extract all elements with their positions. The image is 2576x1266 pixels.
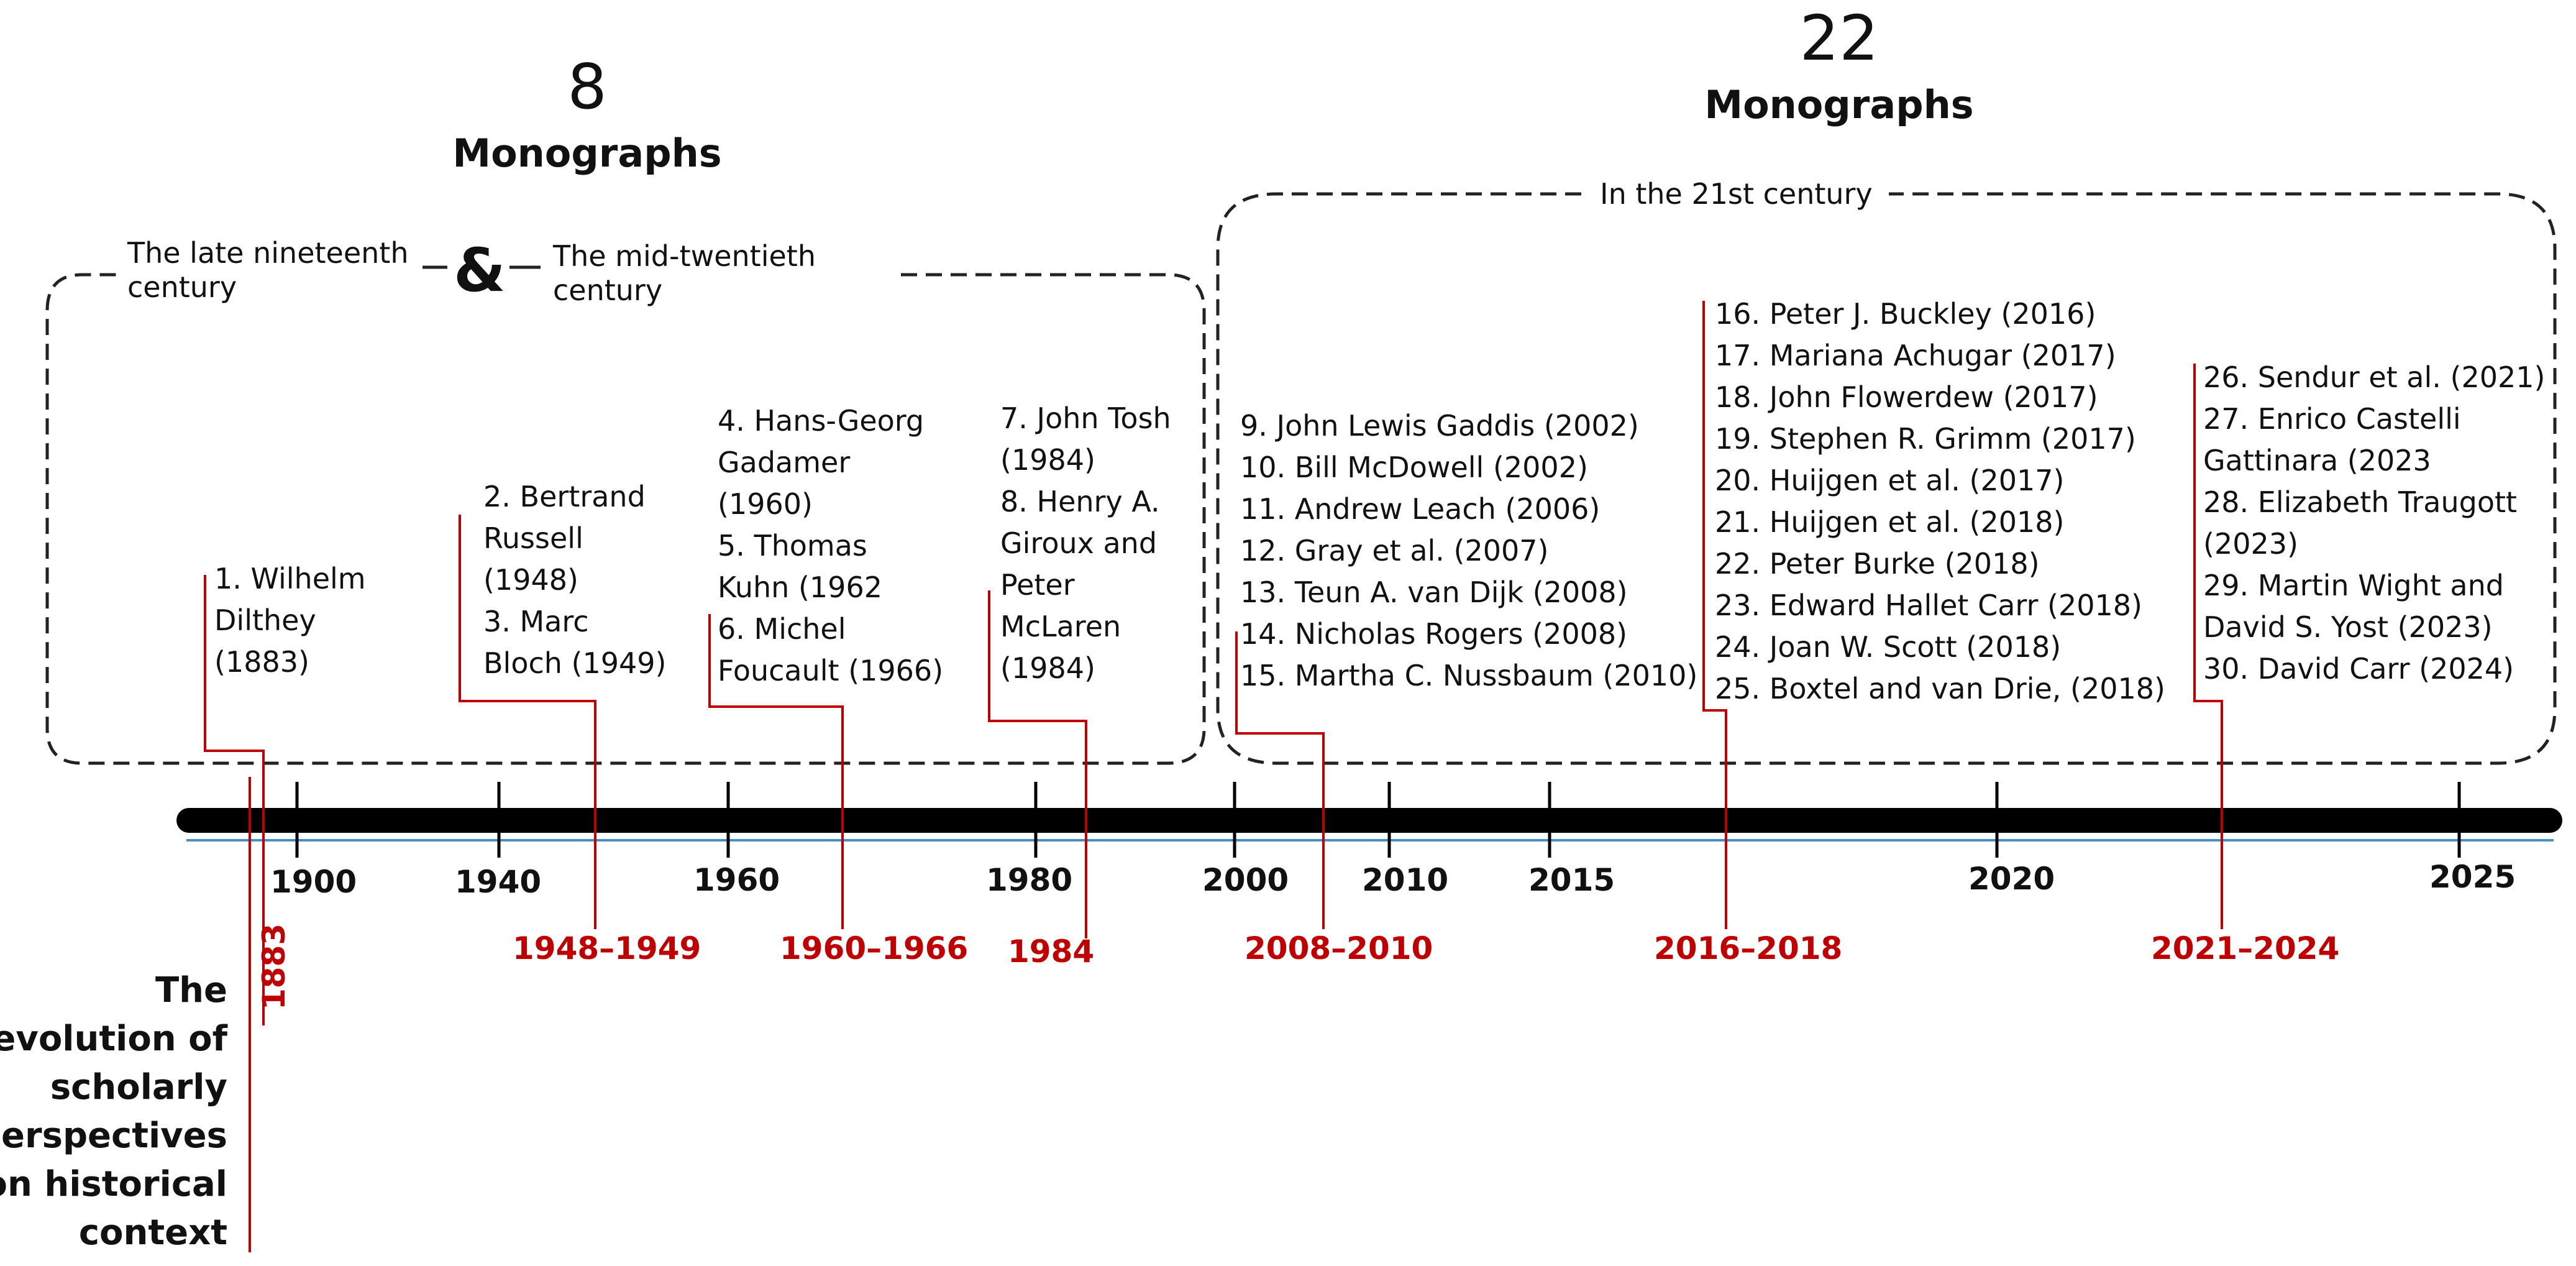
range-label-2016-2018: 2016–2018 xyxy=(1654,930,1843,966)
leader-2021-2024 xyxy=(2193,364,2223,929)
monograph-entry: 19. Stephen R. Grimm (2017) xyxy=(1715,422,2136,456)
axis-label-2020: 2020 xyxy=(1968,861,2055,897)
leader-2008-2010 xyxy=(1235,631,1325,929)
monograph-entry: Foucault (1966) xyxy=(718,654,944,687)
monograph-entry: 13. Teun A. van Dijk (2008) xyxy=(1240,576,1628,609)
period-mid-20th: The mid-twentieth century xyxy=(553,239,816,308)
monograph-entry: 11. Andrew Leach (2006) xyxy=(1240,492,1601,526)
monograph-entry: Bloch (1949) xyxy=(483,646,667,680)
leader-2016-2018 xyxy=(1702,301,1727,929)
monograph-entry: 3. Marc xyxy=(483,605,589,638)
monograph-entry: (1984) xyxy=(1000,651,1095,685)
entries-1948-1949: 2. Bertrand Russell (1948) 3. Marc Bloch (19… xyxy=(483,476,667,684)
leader-1984 xyxy=(988,590,1087,938)
left-monograph-label: Monographs xyxy=(452,131,722,176)
axis-label-2015: 2015 xyxy=(1528,862,1615,898)
range-label-1948-1949: 1948–1949 xyxy=(513,930,701,966)
entries-2021-2024: 26. Sendur et al. (2021) 27. Enrico Caste… xyxy=(2203,357,2545,690)
axis-label-2010: 2010 xyxy=(1362,862,1449,898)
period-late-19th: The late nineteenth century xyxy=(127,236,409,305)
monograph-entry: (2023) xyxy=(2203,527,2298,561)
monograph-entry: 23. Edward Hallet Carr (2018) xyxy=(1715,589,2142,622)
monograph-entry: 26. Sendur et al. (2021) xyxy=(2203,360,2546,394)
monograph-entry: David S. Yost (2023) xyxy=(2203,610,2493,644)
entries-1883: 1. Wilhelm Dilthey (1883) xyxy=(214,558,366,683)
monograph-entry: 4. Hans-Georg xyxy=(718,404,925,438)
monograph-entry: 10. Bill McDowell (2002) xyxy=(1240,451,1588,484)
leader-1948-1949 xyxy=(459,515,596,929)
axis-label-1980: 1980 xyxy=(986,862,1073,898)
axis-label-1900: 1900 xyxy=(270,864,357,900)
monograph-entry: 9. John Lewis Gaddis (2002) xyxy=(1240,409,1639,443)
monograph-entry: 18. John Flowerdew (2017) xyxy=(1715,380,2098,414)
monograph-entry: 28. Elizabeth Traugott xyxy=(2203,485,2518,519)
monograph-entry: 20. Huijgen et al. (2017) xyxy=(1715,464,2065,497)
entries-2008-2010: 9. John Lewis Gaddis (2002) 10. Bill McDo… xyxy=(1240,405,1697,697)
monograph-entry: 1. Wilhelm xyxy=(214,562,366,595)
axis-label-2025: 2025 xyxy=(2429,859,2516,895)
axis-label-2000: 2000 xyxy=(1202,862,1289,898)
monograph-entry: (1984) xyxy=(1000,443,1095,477)
monograph-entry: 25. Boxtel and van Drie, (2018) xyxy=(1715,672,2165,705)
period-21st-century: In the 21st century xyxy=(1600,177,1873,211)
monograph-entry: 27. Enrico Castelli xyxy=(2203,402,2461,436)
monograph-entry: Peter xyxy=(1000,568,1075,602)
entries-1960-1966: 4. Hans-Georg Gadamer (1960) 5. Thomas Kuhn … xyxy=(718,400,943,692)
range-label-2021-2024: 2021–2024 xyxy=(2151,930,2340,966)
monograph-entry: Dilthey xyxy=(214,603,316,637)
entries-2016-2018: 16. Peter J. Buckley (2016) 17. Mariana A… xyxy=(1715,293,2165,710)
leader-1883 xyxy=(204,575,265,1025)
axis-label-1940: 1940 xyxy=(455,864,542,900)
axis-label-1960: 1960 xyxy=(693,862,780,898)
monograph-entry: Giroux and xyxy=(1000,526,1158,560)
monograph-entry: 16. Peter J. Buckley (2016) xyxy=(1715,297,2096,331)
monograph-entry: 5. Thomas xyxy=(718,529,867,562)
monograph-entry: 7. John Tosh xyxy=(1000,401,1171,435)
left-monograph-count: 8 xyxy=(567,50,607,123)
diagram-side-title: The evolution of scholarly perspectives … xyxy=(0,970,227,1253)
monograph-entry: 12. Gray et al. (2007) xyxy=(1240,534,1549,567)
range-label-2008-2010: 2008–2010 xyxy=(1245,930,1433,966)
monograph-entry: Gadamer xyxy=(718,446,851,479)
monograph-entry: (1883) xyxy=(214,645,309,679)
monograph-entry: 21. Huijgen et al. (2018) xyxy=(1715,505,2065,539)
monograph-entry: Russell xyxy=(483,521,583,555)
monograph-entry: 17. Mariana Achugar (2017) xyxy=(1715,339,2116,372)
range-label-1883: 1883 xyxy=(256,923,292,1010)
monograph-entry: 6. Michel xyxy=(718,612,846,646)
right-monograph-count: 22 xyxy=(1799,2,1879,75)
monograph-entry: 30. David Carr (2024) xyxy=(2203,652,2514,686)
monograph-entry: (1960) xyxy=(718,487,813,521)
monograph-entry: 14. Nicholas Rogers (2008) xyxy=(1240,617,1628,651)
leader-1960-1966 xyxy=(708,614,844,929)
ampersand: & xyxy=(454,236,506,305)
range-label-1960-1966: 1960–1966 xyxy=(780,930,969,966)
range-label-1984: 1984 xyxy=(1008,933,1095,970)
monograph-entry: Gattinara (2023 xyxy=(2203,444,2431,477)
entries-1984: 7. John Tosh (1984) 8. Henry A. Giroux and P… xyxy=(1000,398,1171,689)
monograph-entry: 2. Bertrand xyxy=(483,480,646,513)
monograph-entry: 29. Martin Wight and xyxy=(2203,569,2504,602)
monograph-entry: (1948) xyxy=(483,563,578,597)
monograph-entry: 24. Joan W. Scott (2018) xyxy=(1715,630,2062,664)
left-period-box xyxy=(45,273,1206,765)
monograph-entry: 22. Peter Burke (2018) xyxy=(1715,547,2040,580)
monograph-entry: McLaren xyxy=(1000,610,1121,643)
monograph-entry: 15. Martha C. Nussbaum (2010) xyxy=(1240,659,1698,692)
monograph-entry: 8. Henry A. xyxy=(1000,485,1160,518)
monograph-entry: Kuhn (1962 xyxy=(718,571,882,604)
timeline-axis xyxy=(176,808,2562,833)
right-monograph-label: Monographs xyxy=(1704,82,1974,127)
